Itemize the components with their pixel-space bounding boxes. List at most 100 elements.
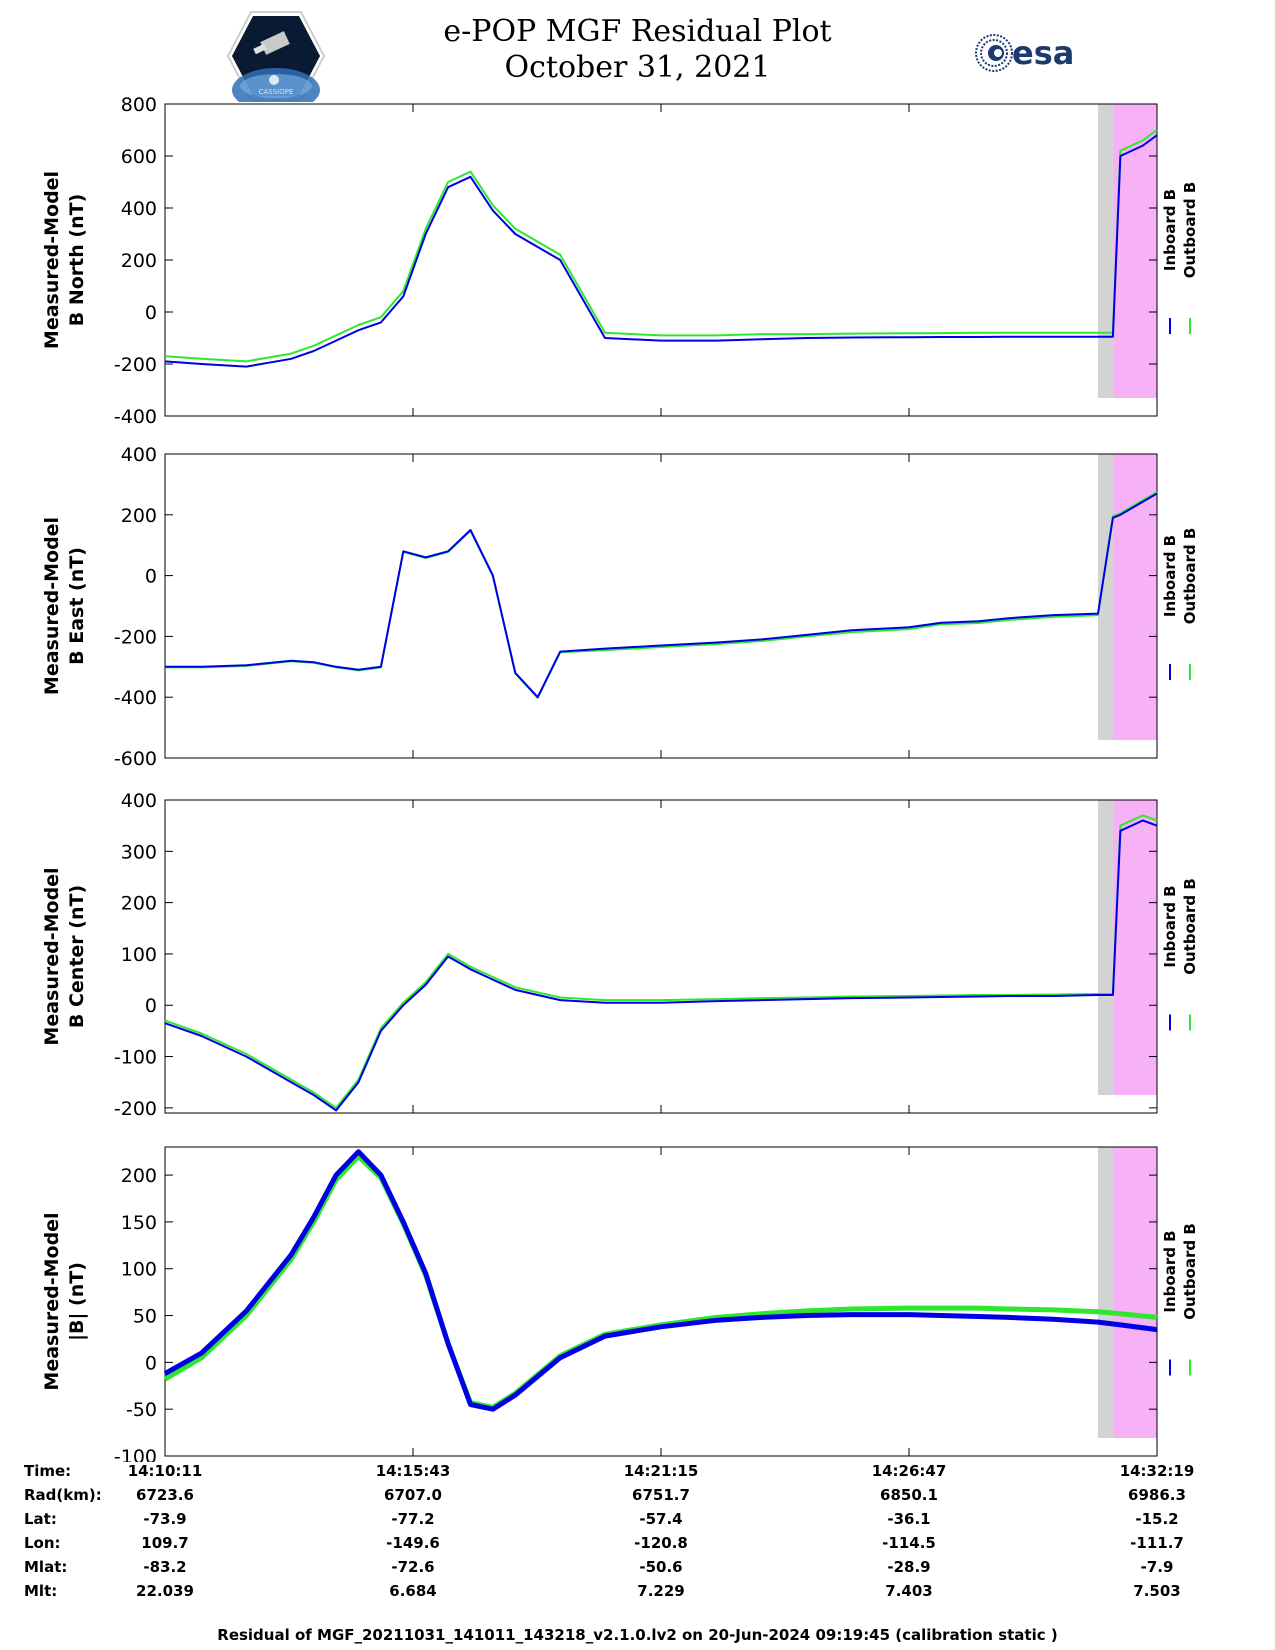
- ephemeris-cell: -77.2: [391, 1510, 435, 1528]
- chart-subtitle: October 31, 2021: [504, 50, 771, 85]
- panel-1-ytick-label: 400: [121, 198, 157, 220]
- panel-3-series-inboard: [164, 819, 1158, 1112]
- panel-1-series-outboard: [164, 129, 1158, 363]
- panel-2-ytick-label: 0: [145, 566, 157, 588]
- panel-1-ytick-label: 200: [121, 250, 157, 272]
- panel-4-series-inboard: [163, 1149, 1158, 1412]
- panel-4-ytick-label: 100: [121, 1259, 157, 1281]
- panel-3-ytick-label: -100: [114, 1047, 157, 1069]
- panel-1-ytick-label: -400: [114, 406, 157, 428]
- panel-2-ytick-label: 400: [121, 444, 157, 466]
- ephemeris-row-label: Lat:: [24, 1510, 57, 1528]
- ephemeris-row-label: Rad(km):: [24, 1486, 102, 1504]
- panel-1-legend-inboard: Inboard B: [1161, 189, 1179, 271]
- ephemeris-row-label: Mlat:: [24, 1558, 68, 1576]
- ephemeris-row-label: Mlt:: [24, 1582, 58, 1600]
- panel-2-magenta-band: [1112, 454, 1157, 740]
- panel-2-legend-inboard: Inboard B: [1161, 535, 1179, 617]
- panel-3-legend-inboard: Inboard B: [1161, 885, 1179, 967]
- panel-1-series-inboard: [164, 134, 1158, 368]
- panel-3-ylabel-line1: Measured-Model: [41, 867, 63, 1045]
- ephemeris-cell: 6723.6: [136, 1486, 194, 1504]
- panel-2-ytick-label: -200: [114, 626, 157, 648]
- panel-4-ytick-label: 200: [121, 1165, 157, 1187]
- panel-3-ytick-label: 100: [121, 944, 157, 966]
- ephemeris-cell: -28.9: [887, 1558, 931, 1576]
- panel-4-ytick-label: -50: [126, 1399, 157, 1421]
- ephemeris-cell: -57.4: [639, 1510, 683, 1528]
- panel-2-ytick-label: -400: [114, 687, 157, 709]
- panel-1-ytick-label: 800: [121, 94, 157, 116]
- panel-1-legend-outboard: Outboard B: [1181, 182, 1199, 279]
- panel-3-ytick-label: 200: [121, 893, 157, 915]
- panel-3-ytick-label: 300: [121, 841, 157, 863]
- ephemeris-cell: -73.9: [143, 1510, 187, 1528]
- ephemeris-cell: -15.2: [1135, 1510, 1179, 1528]
- panel-4-ytick-label: 0: [145, 1352, 157, 1374]
- ephemeris-cell: 14:26:47: [871, 1462, 947, 1480]
- ephemeris-cell: 6.684: [389, 1582, 437, 1600]
- ephemeris-cell: 14:21:15: [623, 1462, 699, 1480]
- panel-2-gray-band: [1097, 454, 1113, 740]
- ephemeris-cell: -83.2: [143, 1558, 187, 1576]
- ephemeris-cell: 7.503: [1133, 1582, 1181, 1600]
- ephemeris-cell: 14:32:19: [1119, 1462, 1195, 1480]
- panel-4-series-outboard: [163, 1153, 1158, 1410]
- panel-3-gray-band: [1097, 800, 1113, 1095]
- panel-3-ytick-label: -200: [114, 1098, 157, 1120]
- panel-3-series-outboard: [164, 814, 1158, 1109]
- panel-1-ylabel-line1: Measured-Model: [41, 171, 63, 349]
- panel-1-ytick-label: 600: [121, 146, 157, 168]
- esa-logo: esa: [975, 34, 1074, 72]
- panel-4-legend-inboard: Inboard B: [1161, 1230, 1179, 1312]
- ephemeris-cell: -120.8: [634, 1534, 688, 1552]
- ephemeris-row-label: Lon:: [24, 1534, 61, 1552]
- cassiope-logo: CASSIOPE: [226, 11, 326, 102]
- panel-3-legend-outboard: Outboard B: [1181, 878, 1199, 975]
- panel-2-series-inboard: [165, 492, 1158, 699]
- cassiope-logo-text: CASSIOPE: [259, 88, 294, 96]
- panel-4-ytick-label: 50: [133, 1306, 157, 1328]
- panel-1-magenta-band: [1112, 104, 1157, 398]
- footer-note: Residual of MGF_20211031_141011_143218_v…: [217, 1626, 1058, 1644]
- panel-4-ylabel-line1: Measured-Model: [41, 1212, 63, 1390]
- panel-4-legend-outboard: Outboard B: [1181, 1223, 1199, 1320]
- ephemeris-cell: 109.7: [141, 1534, 189, 1552]
- panel-3-ytick-label: 0: [145, 995, 157, 1017]
- panel-2-series-outboard: [165, 491, 1158, 699]
- ephemeris-cell: 7.229: [637, 1582, 685, 1600]
- ephemeris-cell: 6751.7: [632, 1486, 690, 1504]
- ephemeris-cell: 6986.3: [1128, 1486, 1186, 1504]
- ephemeris-cell: 22.039: [136, 1582, 194, 1600]
- title-block: e-POP MGF Residual Plot October 31, 2021: [0, 14, 1275, 86]
- ephemeris-cell: 6850.1: [880, 1486, 938, 1504]
- panel-2-ylabel-line2: B East (nT): [66, 547, 88, 665]
- ephemeris-cell: -36.1: [887, 1510, 931, 1528]
- panel-2-ytick-label: 200: [121, 505, 157, 527]
- ephemeris-cell: -7.9: [1140, 1558, 1174, 1576]
- ephemeris-cell: 14:15:43: [375, 1462, 451, 1480]
- chart-title: e-POP MGF Residual Plot: [443, 14, 832, 49]
- panel-2-legend-outboard: Outboard B: [1181, 528, 1199, 625]
- panel-3-frame: [164, 799, 1158, 1114]
- panel-1-gray-band: [1097, 104, 1113, 398]
- panel-1-ytick-label: -200: [114, 354, 157, 376]
- ephemeris-cell: -149.6: [386, 1534, 440, 1552]
- ephemeris-cell: 14:10:11: [127, 1462, 203, 1480]
- panel-1-ytick-label: 0: [145, 302, 157, 324]
- panel-2-frame: [164, 453, 1158, 759]
- panel-3-ytick-label: 400: [121, 790, 157, 812]
- panel-4-frame: [164, 1146, 1158, 1457]
- panel-2-ytick-label: -600: [114, 748, 157, 770]
- panel-3-ylabel-line2: B Center (nT): [66, 885, 88, 1028]
- panel-4-ytick-label: 150: [121, 1212, 157, 1234]
- panel-1-frame: [164, 103, 1158, 417]
- panel-4-magenta-band: [1112, 1147, 1157, 1438]
- ephemeris-cell: -50.6: [639, 1558, 683, 1576]
- ephemeris-cell: -72.6: [391, 1558, 435, 1576]
- ephemeris-cell: -114.5: [882, 1534, 936, 1552]
- ephemeris-cell: 7.403: [885, 1582, 933, 1600]
- ephemeris-cell: 6707.0: [384, 1486, 442, 1504]
- panel-4-ytick-label: -100: [114, 1446, 157, 1462]
